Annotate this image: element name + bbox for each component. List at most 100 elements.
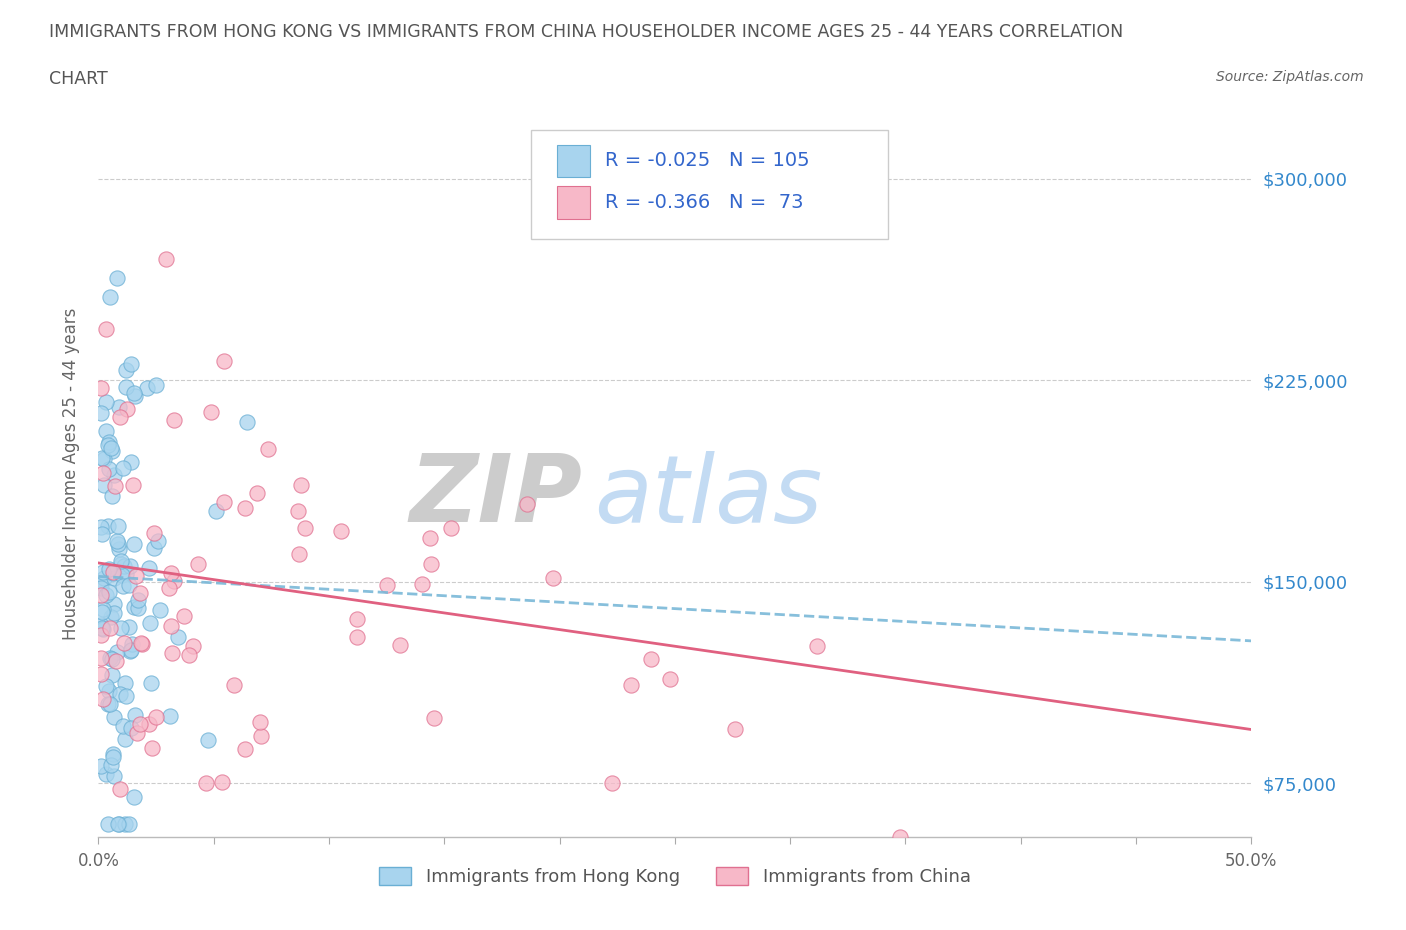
- Point: [91, 620, 114, 635]
- Point: [541, 571, 564, 586]
- Point: [103, 746, 125, 761]
- Point: [131, 636, 153, 651]
- Point: [138, 717, 160, 732]
- Point: [105, 644, 128, 659]
- Point: [101, 750, 124, 764]
- Point: [143, 525, 166, 540]
- Point: [112, 636, 135, 651]
- Point: [101, 488, 124, 503]
- Point: [90, 628, 112, 643]
- Point: [105, 271, 128, 286]
- Point: [423, 711, 446, 725]
- Point: [101, 565, 124, 579]
- Point: [110, 556, 132, 571]
- Point: [290, 478, 312, 493]
- Point: [127, 601, 149, 616]
- Point: [114, 817, 136, 831]
- Point: [90, 450, 112, 465]
- Point: [122, 537, 145, 551]
- Point: [118, 619, 141, 634]
- Point: [94, 322, 117, 337]
- Point: [118, 578, 141, 592]
- Point: [90, 651, 112, 666]
- Point: [148, 534, 170, 549]
- Point: [287, 504, 309, 519]
- Point: [107, 537, 129, 551]
- Point: [138, 616, 160, 631]
- Point: [806, 639, 828, 654]
- Point: [155, 252, 177, 267]
- Point: [98, 650, 121, 665]
- Point: [124, 708, 146, 723]
- Point: [91, 692, 114, 707]
- Point: [163, 412, 186, 427]
- Point: [91, 526, 114, 541]
- Point: [97, 462, 120, 477]
- Point: [98, 620, 121, 635]
- Point: [103, 596, 125, 611]
- Point: [115, 566, 138, 581]
- Point: [145, 378, 167, 392]
- Point: [128, 585, 150, 600]
- Point: [90, 520, 112, 535]
- Text: CHART: CHART: [49, 70, 108, 87]
- Point: [111, 567, 134, 582]
- Point: [100, 758, 122, 773]
- Point: [122, 599, 145, 614]
- Point: [98, 585, 121, 600]
- Point: [114, 676, 136, 691]
- Y-axis label: Householder Income Ages 25 - 44 years: Householder Income Ages 25 - 44 years: [62, 308, 80, 641]
- Point: [143, 541, 166, 556]
- Point: [107, 817, 129, 831]
- Point: [90, 666, 112, 681]
- Point: [110, 686, 132, 701]
- Bar: [557, 144, 589, 178]
- Point: [112, 460, 135, 475]
- Bar: [557, 186, 589, 219]
- Point: [411, 577, 433, 591]
- Text: ZIP: ZIP: [409, 450, 582, 542]
- Point: [103, 605, 125, 620]
- Point: [141, 740, 163, 755]
- Point: [108, 541, 131, 556]
- Point: [640, 652, 662, 667]
- Point: [389, 637, 412, 652]
- Point: [110, 621, 132, 636]
- Text: R = -0.025   N = 105: R = -0.025 N = 105: [605, 152, 810, 170]
- Point: [329, 524, 352, 538]
- Point: [98, 697, 121, 711]
- Point: [120, 643, 142, 658]
- Point: [90, 380, 112, 395]
- Point: [122, 385, 145, 400]
- Point: [93, 452, 115, 467]
- Point: [346, 612, 368, 627]
- Point: [120, 720, 142, 735]
- Point: [105, 534, 128, 549]
- Point: [97, 817, 120, 831]
- Point: [177, 647, 200, 662]
- Point: [121, 477, 143, 492]
- Text: atlas: atlas: [595, 450, 823, 541]
- Point: [516, 497, 538, 512]
- Point: [128, 717, 150, 732]
- FancyBboxPatch shape: [531, 130, 889, 239]
- Point: [90, 588, 112, 603]
- Point: [121, 637, 143, 652]
- Point: [600, 776, 623, 790]
- Point: [139, 675, 162, 690]
- Point: [125, 569, 148, 584]
- Point: [160, 618, 183, 633]
- Point: [163, 574, 186, 589]
- Point: [94, 424, 117, 439]
- Point: [111, 718, 134, 733]
- Point: [90, 758, 112, 773]
- Point: [122, 790, 145, 804]
- Point: [91, 622, 114, 637]
- Point: [211, 775, 233, 790]
- Point: [101, 652, 124, 667]
- Point: [91, 565, 114, 579]
- Point: [103, 570, 125, 585]
- Point: [94, 394, 117, 409]
- Point: [115, 379, 138, 394]
- Point: [107, 518, 129, 533]
